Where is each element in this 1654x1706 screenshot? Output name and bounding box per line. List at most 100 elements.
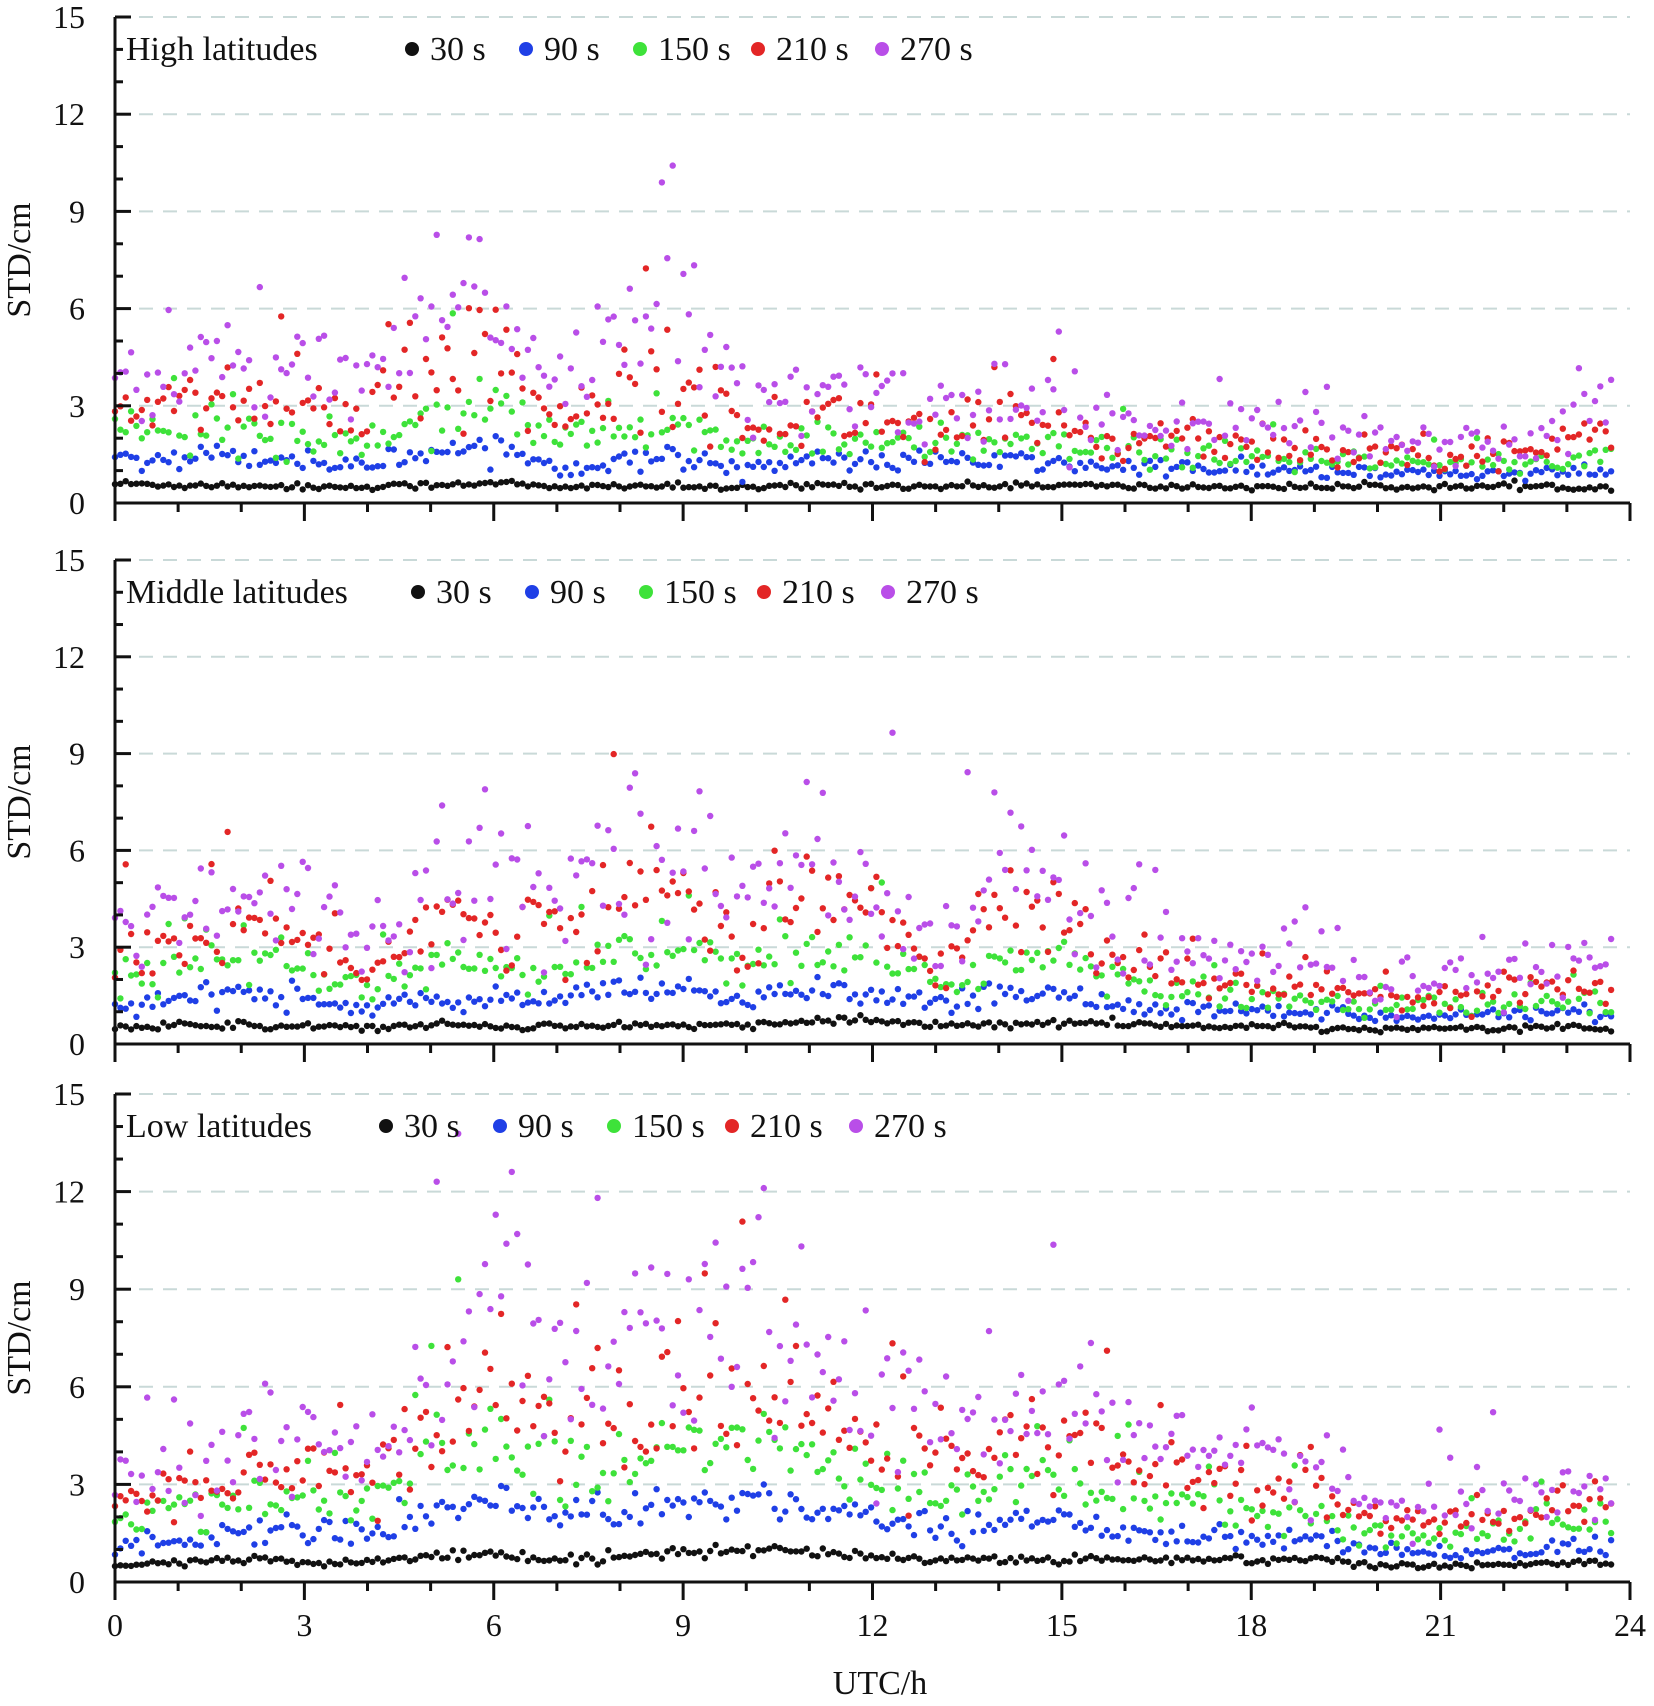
data-point xyxy=(1463,485,1470,492)
data-point xyxy=(224,1525,231,1533)
data-point xyxy=(1398,460,1406,467)
data-point xyxy=(417,1375,424,1382)
data-point xyxy=(1173,1538,1180,1545)
data-point xyxy=(712,460,719,467)
data-point xyxy=(567,484,574,492)
data-point xyxy=(792,446,800,454)
data-point xyxy=(224,828,231,836)
data-point xyxy=(1200,973,1207,980)
data-point xyxy=(1291,1009,1298,1017)
data-point xyxy=(1050,879,1057,886)
data-point xyxy=(449,310,456,317)
data-point xyxy=(1200,1003,1207,1010)
data-point xyxy=(1296,484,1304,492)
data-point xyxy=(857,1012,864,1019)
data-point xyxy=(707,1021,714,1029)
data-point xyxy=(1205,428,1213,435)
data-point xyxy=(1586,484,1593,491)
data-point xyxy=(637,360,644,367)
data-point xyxy=(615,977,623,984)
data-point xyxy=(417,450,424,457)
data-point xyxy=(535,1556,542,1564)
data-point xyxy=(1543,1495,1550,1502)
data-point xyxy=(465,914,473,922)
data-point xyxy=(1023,1423,1030,1430)
data-point xyxy=(782,430,789,438)
data-point xyxy=(1254,447,1261,454)
data-point xyxy=(996,983,1003,990)
data-point xyxy=(203,1529,210,1536)
data-point xyxy=(1570,433,1577,441)
data-point xyxy=(782,483,789,491)
data-point xyxy=(170,953,178,960)
data-point xyxy=(744,1490,751,1498)
data-point xyxy=(680,466,687,473)
data-point xyxy=(1495,987,1502,995)
data-point xyxy=(245,893,253,901)
data-point xyxy=(1023,1507,1030,1515)
data-point xyxy=(905,1512,912,1519)
data-point xyxy=(406,1436,414,1444)
data-point xyxy=(1028,483,1036,490)
data-point xyxy=(916,447,923,454)
data-point xyxy=(406,449,414,456)
data-point xyxy=(792,482,800,489)
data-point xyxy=(283,886,290,893)
data-point xyxy=(1195,1008,1202,1016)
data-point xyxy=(1028,385,1036,392)
data-point xyxy=(1157,1401,1164,1409)
data-point xyxy=(1109,410,1116,417)
data-point xyxy=(905,419,912,426)
data-point xyxy=(1157,456,1164,464)
data-point xyxy=(524,1026,532,1033)
data-point xyxy=(326,420,333,428)
data-point xyxy=(401,969,408,976)
data-point xyxy=(916,1555,923,1562)
data-point xyxy=(1280,464,1288,471)
data-point xyxy=(674,889,682,897)
data-point xyxy=(1479,1486,1486,1494)
data-point xyxy=(862,860,869,867)
data-point xyxy=(288,1485,296,1492)
legend-label: 90 s xyxy=(544,31,600,68)
data-point xyxy=(224,452,231,459)
data-point xyxy=(723,980,730,987)
legend-item-30s: 30 s xyxy=(405,31,486,68)
data-point xyxy=(138,417,145,425)
data-point xyxy=(728,364,735,371)
data-point xyxy=(315,461,322,468)
data-point xyxy=(1329,485,1336,492)
data-point xyxy=(1334,1554,1341,1562)
data-point xyxy=(503,967,510,974)
data-point xyxy=(996,1429,1003,1436)
data-point xyxy=(626,1401,633,1408)
data-point xyxy=(873,389,880,397)
data-point xyxy=(803,853,810,860)
data-point xyxy=(471,1493,478,1501)
data-point xyxy=(830,1397,837,1404)
data-point xyxy=(154,1542,162,1549)
data-point xyxy=(1318,484,1325,492)
data-point xyxy=(160,1497,167,1505)
data-point xyxy=(1591,426,1599,433)
data-point xyxy=(1329,998,1336,1005)
data-point xyxy=(288,938,296,946)
data-point xyxy=(1168,1528,1175,1535)
data-point xyxy=(1296,1452,1304,1460)
data-point xyxy=(1339,1446,1347,1453)
data-point xyxy=(1473,1023,1481,1031)
data-point xyxy=(1211,962,1218,969)
data-point xyxy=(1452,455,1459,463)
data-point xyxy=(1393,1563,1400,1570)
data-point xyxy=(1425,1539,1432,1547)
data-point xyxy=(203,1022,210,1030)
data-point xyxy=(1232,979,1239,986)
data-point xyxy=(460,1021,467,1028)
data-point xyxy=(1575,1557,1583,1564)
data-point xyxy=(476,1552,483,1559)
data-point xyxy=(1130,1495,1138,1502)
data-point xyxy=(1441,1512,1449,1519)
data-point xyxy=(696,1499,703,1506)
data-point xyxy=(776,1516,784,1523)
y-tick-label: 12 xyxy=(53,1174,85,1210)
